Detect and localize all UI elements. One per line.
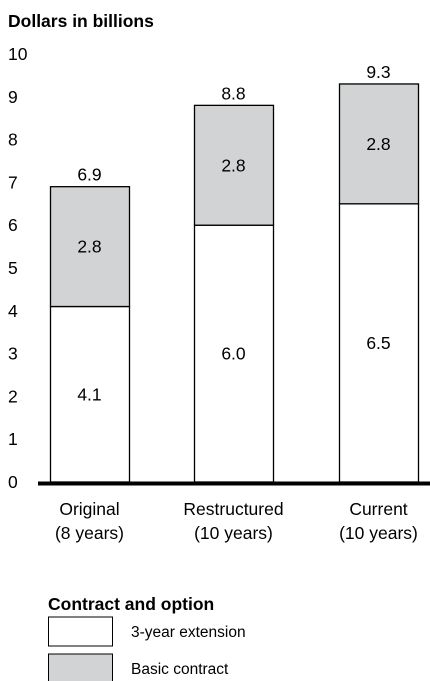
y-axis-ticks: 0 1 2 3 4 5 6 7 8 9 10 [8,44,28,492]
legend: 3-year extension Basic contract [48,616,246,681]
bar-segment-extension [338,203,420,483]
y-tick-label: 0 [8,472,18,492]
x-tick-label: (10 years) [339,523,418,543]
x-tick-label: Restructured [183,499,283,519]
bar-segment-basic [49,186,131,308]
segment-value-label: 4.1 [77,384,101,404]
bars: 4.1 2.8 6.9 6.0 2.8 8.8 6.5 2.8 9.3 [49,62,420,483]
y-tick-label: 3 [8,344,18,364]
y-tick-label: 5 [8,258,18,278]
segment-value-label: 2.8 [77,237,101,257]
legend-swatch-extension [48,616,113,647]
x-tick-label: Original [59,499,119,519]
y-tick-label: 1 [8,429,18,449]
bar-total-label: 6.9 [77,165,101,185]
y-tick-label: 9 [8,87,18,107]
x-axis-title: Contract and option [48,594,214,614]
x-tick-label: (8 years) [55,523,124,543]
bar-segment-basic [193,104,275,226]
x-tick-label: Current [349,499,407,519]
segment-value-label: 6.0 [221,344,246,364]
y-tick-label: 10 [8,44,28,64]
segment-value-label: 6.5 [366,333,390,353]
y-tick-label: 4 [8,301,18,321]
x-tick-label: (10 years) [194,523,273,543]
y-axis-title: Dollars in billions [8,11,154,31]
bar-total-label: 9.3 [366,62,390,82]
segment-value-label: 2.8 [221,155,245,175]
legend-label: 3-year extension [131,624,246,641]
y-tick-label: 2 [8,386,18,406]
x-axis-tick-labels: Original (8 years) Restructured (10 years) C… [55,499,418,543]
legend-swatch-basic [48,653,113,681]
y-tick-label: 6 [8,215,18,235]
bar-segment-basic [338,83,420,205]
bar-total-label: 8.8 [221,83,245,103]
legend-label: Basic contract [131,661,229,678]
y-tick-label: 8 [8,130,18,150]
y-tick-label: 7 [8,172,18,192]
segment-value-label: 2.8 [366,134,390,154]
bar-segment-extension [49,305,131,483]
